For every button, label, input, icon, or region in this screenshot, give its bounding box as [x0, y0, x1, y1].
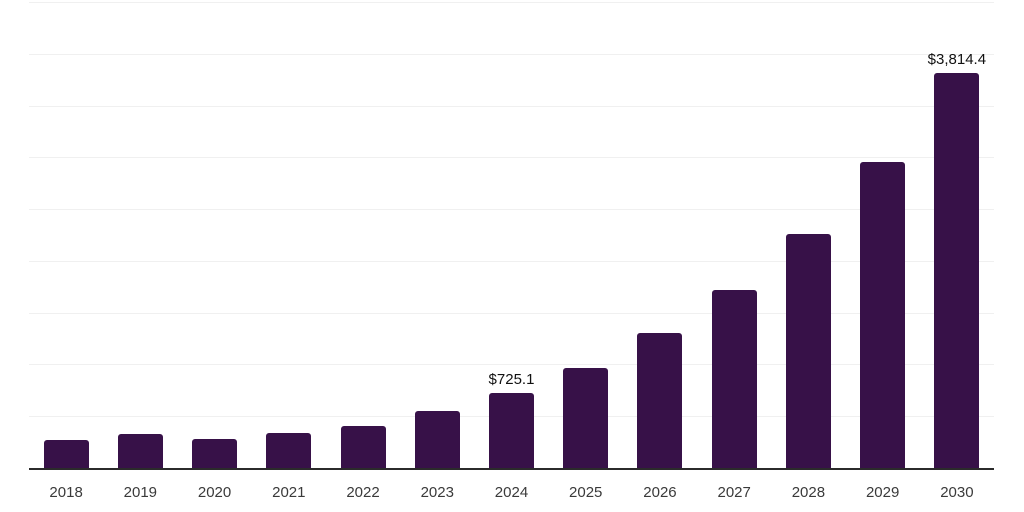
bar-2023	[414, 411, 460, 468]
x-tick-2021: 2021	[272, 484, 306, 501]
gridline-1500	[29, 312, 994, 314]
gridline-4500	[29, 2, 994, 3]
x-tick-2029: 2029	[865, 484, 900, 501]
x-tick-2030: 2030	[940, 484, 974, 501]
bar-2019	[117, 433, 163, 468]
bar-2021	[266, 433, 312, 468]
bar-2029	[860, 162, 906, 468]
gridline-1000	[29, 364, 994, 366]
x-tick-2028: 2028	[791, 484, 826, 501]
bar-2028	[785, 233, 831, 468]
x-tick-2020: 2020	[197, 484, 232, 501]
gridline-3000	[29, 157, 994, 159]
x-tick-2024: 2024	[494, 484, 529, 501]
bar-2030	[934, 72, 980, 468]
x-tick-2027: 2027	[717, 484, 751, 501]
gridline-2500	[29, 209, 994, 211]
bar-value-label-2030: $3,814.4	[927, 50, 987, 68]
gridline-2000	[29, 260, 994, 262]
bar-2026	[637, 333, 683, 468]
bar-2025	[563, 367, 609, 468]
x-tick-2019: 2019	[123, 484, 158, 501]
x-tick-2023: 2023	[420, 484, 454, 501]
bar-2024	[489, 392, 534, 468]
gridline-4000	[29, 53, 994, 55]
bar-2020	[192, 438, 238, 468]
x-tick-2025: 2025	[569, 484, 603, 501]
bar-value-label-2024: $725.1	[488, 370, 535, 388]
bar-2027	[711, 290, 757, 468]
bar-2018	[43, 440, 89, 468]
x-tick-2018: 2018	[49, 484, 83, 501]
gridline-3500	[29, 105, 994, 107]
bar-2022	[340, 425, 386, 468]
x-tick-2026: 2026	[643, 484, 677, 501]
x-axis-line	[29, 468, 994, 470]
x-tick-2022: 2022	[346, 484, 380, 501]
